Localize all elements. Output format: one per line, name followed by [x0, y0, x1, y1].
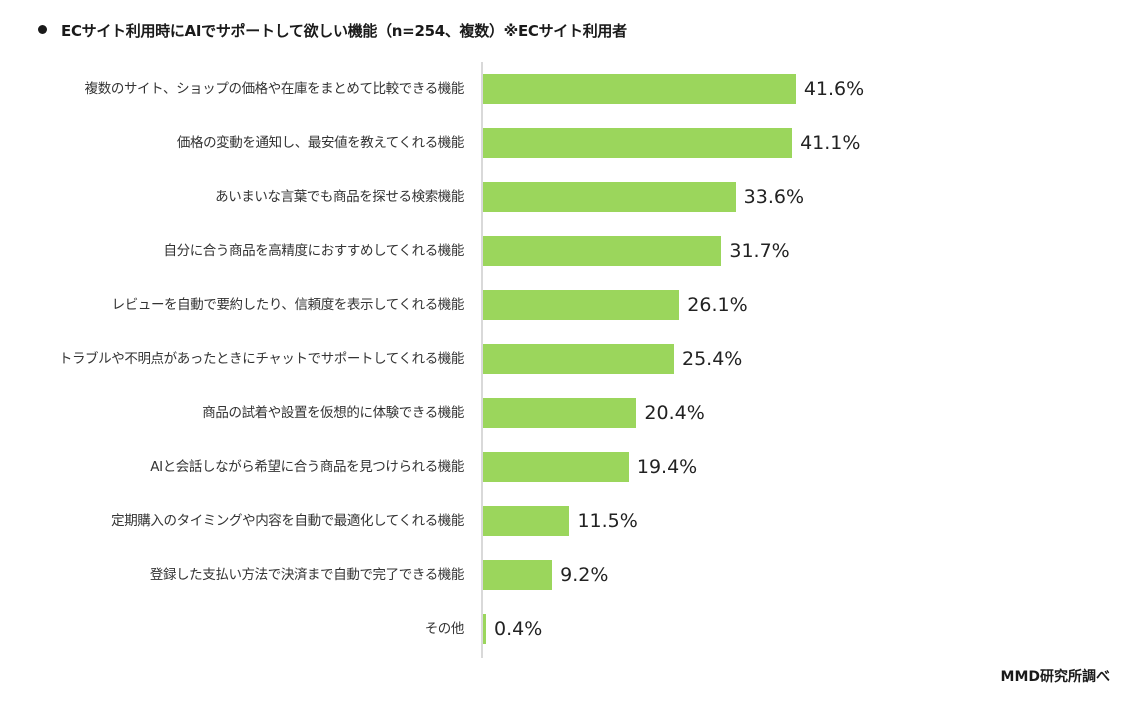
- bar-row: 自分に合う商品を高精度におすすめしてくれる機能 31.7%: [0, 236, 1134, 266]
- bar: [483, 290, 680, 320]
- category-label: 複数のサイト、ショップの価格や在庫をまとめて比較できる機能: [84, 81, 465, 97]
- value-label: 11.5%: [577, 510, 638, 532]
- value-label: 0.4%: [494, 618, 543, 640]
- value-label: 26.1%: [687, 294, 748, 316]
- bar: [483, 614, 486, 644]
- chart-title-text: ECサイト利用時にAIでサポートして欲しい機能（n=254、複数）※ECサイト利…: [61, 22, 627, 40]
- category-label: レビューを自動で要約したり、信頼度を表示してくれる機能: [111, 297, 465, 313]
- bar-row: AIと会話しながら希望に合う商品を見つけられる機能 19.4%: [0, 452, 1134, 482]
- category-label: 自分に合う商品を高精度におすすめしてくれる機能: [163, 243, 465, 259]
- bar-row: 商品の試着や設置を仮想的に体験できる機能 20.4%: [0, 398, 1134, 428]
- category-label: その他: [424, 621, 465, 637]
- bar: [483, 452, 629, 482]
- category-label: 価格の変動を通知し、最安値を教えてくれる機能: [176, 135, 465, 151]
- value-label: 33.6%: [743, 186, 805, 208]
- bar: [483, 560, 553, 590]
- bar-row: トラブルや不明点があったときにチャットでサポートしてくれる機能 25.4%: [0, 344, 1134, 374]
- category-label: AIと会話しながら希望に合う商品を見つけられる機能: [150, 459, 464, 475]
- bar-row: 定期購入のタイミングや内容を自動で最適化してくれる機能 11.5%: [0, 506, 1134, 536]
- bar: [483, 236, 722, 266]
- category-axis-line: [481, 62, 483, 658]
- source-credit: MMD研究所調べ: [1000, 669, 1110, 685]
- category-label: 登録した支払い方法で決済まで自動で完了できる機能: [149, 567, 465, 583]
- bar-row: レビューを自動で要約したり、信頼度を表示してくれる機能 26.1%: [0, 290, 1134, 320]
- category-label: 商品の試着や設置を仮想的に体験できる機能: [202, 405, 464, 421]
- value-label: 20.4%: [644, 402, 705, 424]
- value-label: 31.7%: [729, 240, 790, 262]
- bar: [483, 398, 637, 428]
- value-label: 41.1%: [800, 132, 861, 154]
- bar: [483, 182, 736, 212]
- bar-row: その他 0.4%: [0, 614, 1134, 644]
- category-label: あいまいな言葉でも商品を探せる検索機能: [215, 189, 464, 205]
- bar: [483, 344, 674, 374]
- bar: [483, 74, 796, 104]
- category-label: トラブルや不明点があったときにチャットでサポートしてくれる機能: [58, 351, 465, 367]
- bar-row: あいまいな言葉でも商品を探せる検索機能 33.6%: [0, 182, 1134, 212]
- value-label: 25.4%: [682, 348, 743, 370]
- bar: [483, 506, 570, 536]
- value-label: 19.4%: [636, 456, 698, 478]
- bar-row: 複数のサイト、ショップの価格や在庫をまとめて比較できる機能 41.6%: [0, 74, 1134, 104]
- bar: [483, 128, 793, 158]
- value-label: 9.2%: [560, 564, 609, 586]
- bullet-icon: [38, 25, 47, 34]
- category-label: 定期購入のタイミングや内容を自動で最適化してくれる機能: [111, 513, 464, 529]
- bar-row: 登録した支払い方法で決済まで自動で完了できる機能 9.2%: [0, 560, 1134, 590]
- value-label: 41.6%: [803, 78, 865, 100]
- bar-row: 価格の変動を通知し、最安値を教えてくれる機能 41.1%: [0, 128, 1134, 158]
- chart-title: ECサイト利用時にAIでサポートして欲しい機能（n=254、複数）※ECサイト利…: [38, 20, 627, 41]
